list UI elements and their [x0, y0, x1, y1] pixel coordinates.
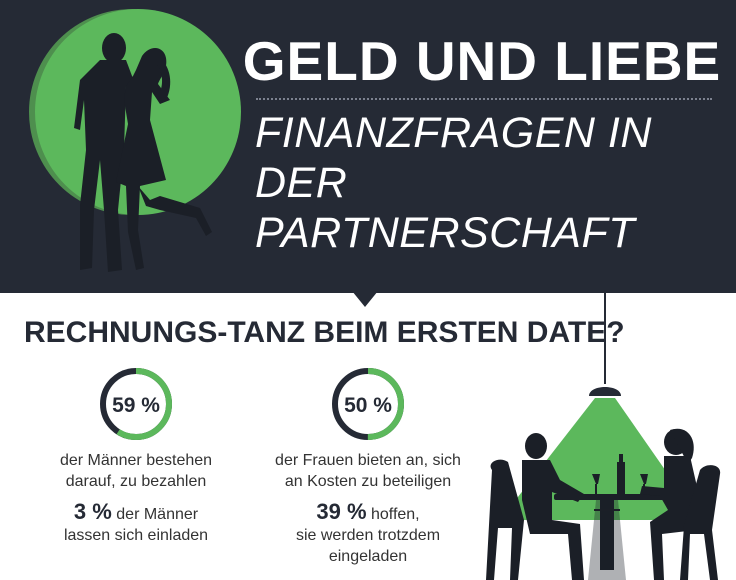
women-caption-line-2: an Kosten zu beteiligen [284, 473, 452, 490]
women-secondary-value: 39 % [316, 499, 367, 524]
men-percent-label: 59 % [112, 394, 160, 417]
men-caption-line-2: darauf, zu bezahlen [65, 473, 207, 490]
subtitle-line-2: PARTNERSCHAFT [255, 209, 635, 257]
women-percent-arc [332, 368, 404, 440]
subtitle: FINANZFRAGEN IN DER PARTNERSCHAFT [255, 108, 725, 258]
women-caption-line-1: der Frauen bieten an, sich [275, 452, 461, 469]
section-heading: RECHNUNGS-TANZ BEIM ERSTEN DATE? [24, 316, 625, 349]
men-secondary-text-1: der Männer [116, 506, 199, 523]
banner-pointer [352, 291, 378, 307]
women-secondary-text-3: eingeladen [328, 548, 408, 565]
men-caption: der Männer bestehen darauf, zu bezahlen [11, 450, 261, 492]
men-secondary-value: 3 % [73, 499, 112, 524]
men-percent-arc [100, 368, 172, 440]
couple-silhouette-icon [29, 9, 241, 272]
women-percent-label: 50 % [344, 394, 392, 417]
lamp-shade-icon [589, 387, 621, 396]
main-title: GELD UND LIEBE [242, 30, 722, 92]
women-caption: der Frauen bieten an, sich an Kosten zu … [243, 450, 493, 492]
subtitle-line-1: FINANZFRAGEN IN DER [255, 109, 652, 207]
women-secondary-text-1: hoffen, [370, 506, 420, 523]
men-percent-ring: 59 % [100, 368, 172, 440]
women-secondary: 39 % hoffen, sie werden trotzdem eingela… [243, 501, 493, 567]
stat-men: 59 % der Männer bestehen darauf, zu beza… [11, 364, 261, 546]
stat-women: 50 % der Frauen bieten an, sich an Koste… [243, 364, 493, 567]
women-secondary-text-2: sie werden trotzdem [295, 527, 441, 544]
women-percent-ring: 50 % [332, 368, 404, 440]
title-divider [256, 98, 712, 100]
men-caption-line-1: der Männer bestehen [59, 452, 213, 469]
men-secondary: 3 % der Männer lassen sich einladen [11, 501, 261, 546]
men-secondary-text-2: lassen sich einladen [63, 527, 209, 544]
